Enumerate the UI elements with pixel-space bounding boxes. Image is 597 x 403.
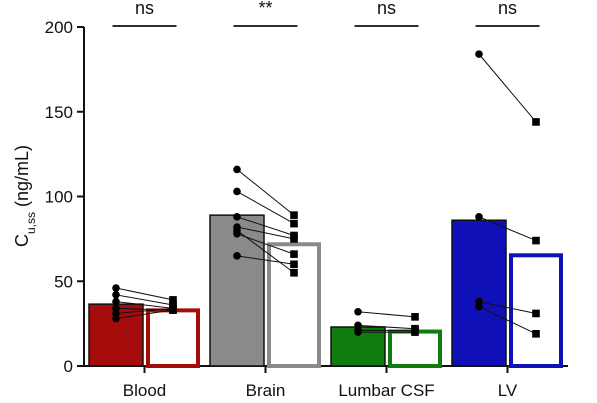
pair-line	[236, 190, 295, 225]
significance-label: ns	[135, 0, 154, 18]
point-square	[169, 306, 177, 314]
pair-line	[115, 287, 174, 301]
point-circle	[112, 284, 120, 292]
y-ticks: 0 50 100 150 200	[45, 18, 84, 376]
point-circle	[354, 307, 362, 316]
x-category-label: Blood	[123, 381, 166, 400]
point-square	[532, 118, 540, 126]
point-square	[290, 211, 298, 219]
y-tick-label: 150	[45, 103, 73, 122]
bar-solid-1	[209, 214, 265, 367]
pair-line	[236, 229, 295, 274]
point-circle	[112, 297, 120, 306]
pair-line	[115, 301, 174, 309]
point-square	[290, 250, 298, 258]
pair-line	[357, 311, 416, 318]
bars	[88, 214, 563, 368]
point-circle	[475, 213, 483, 221]
significance-label: **	[258, 0, 272, 18]
point-square	[411, 313, 419, 321]
point-square	[411, 328, 419, 336]
x-category-label: Brain	[246, 381, 286, 400]
paired-points	[112, 50, 540, 338]
pair-line	[357, 324, 416, 330]
point-circle	[233, 213, 241, 221]
pair-line	[478, 216, 537, 242]
point-square	[290, 268, 298, 277]
bar-solid-3	[451, 219, 507, 367]
point-circle	[233, 226, 241, 235]
pair-line	[115, 294, 174, 306]
significance-label: ns	[377, 0, 396, 18]
x-category-label: LV	[498, 381, 518, 400]
point-circle	[475, 50, 483, 58]
point-square	[532, 236, 540, 245]
y-axis-title: Cu,ss (ng/mL)	[12, 145, 38, 247]
y-tick-label: 50	[54, 272, 73, 291]
point-circle	[233, 252, 241, 260]
pair-line	[115, 307, 174, 314]
pair-line	[478, 53, 537, 123]
pair-line	[236, 168, 295, 216]
point-circle	[233, 187, 241, 196]
pair-line	[236, 216, 295, 236]
point-square	[290, 235, 298, 243]
y-tick-label: 100	[45, 188, 73, 207]
bar-open-2	[388, 329, 442, 368]
point-square	[532, 309, 540, 318]
point-square	[532, 329, 540, 338]
point-circle	[354, 328, 362, 336]
pair-line	[236, 226, 295, 240]
point-square	[290, 260, 298, 269]
pair-line	[236, 255, 295, 265]
point-square	[290, 219, 298, 228]
pair-line	[478, 301, 537, 314]
point-circle	[112, 291, 120, 299]
x-category-label: Lumbar CSF	[338, 381, 434, 400]
point-circle	[112, 314, 120, 323]
point-circle	[475, 302, 483, 311]
point-square	[169, 296, 177, 304]
pair-line	[115, 309, 174, 320]
bar-open-0	[146, 308, 200, 368]
y-tick-label: 0	[64, 357, 73, 376]
pair-line	[478, 306, 537, 335]
y-tick-label: 200	[45, 18, 73, 37]
point-circle	[233, 165, 241, 174]
significance-label: ns	[498, 0, 517, 18]
category-labels: Blood Brain Lumbar CSF LV	[123, 366, 518, 400]
significance-annotations: ns ** ns ns	[112, 0, 540, 27]
pair-line	[115, 307, 174, 311]
